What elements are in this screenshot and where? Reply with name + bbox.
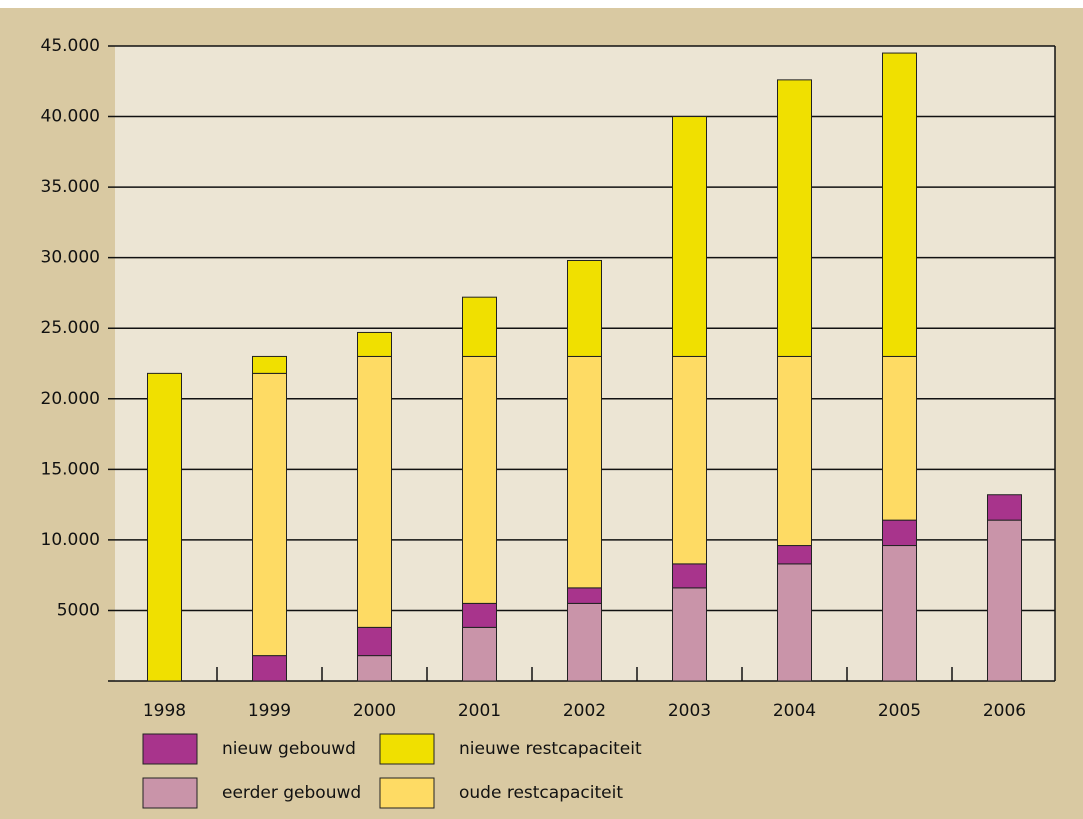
y-tick-label: 40.000 [41, 107, 100, 127]
x-tick-label: 2005 [878, 701, 921, 721]
x-tick-label: 2003 [668, 701, 711, 721]
bar-segment [567, 259, 602, 357]
bar-segment [462, 626, 497, 682]
x-tick-label: 2000 [353, 701, 396, 721]
bar-segment [672, 355, 707, 565]
x-tick-label: 1998 [143, 701, 186, 721]
y-tick-label: 20.000 [41, 389, 100, 409]
bar-segment [252, 355, 287, 374]
bar-segment [462, 602, 497, 628]
bar-segment [567, 587, 602, 604]
bar-segment [672, 116, 707, 357]
bar-segment [882, 545, 917, 682]
bar-segment [987, 519, 1022, 682]
bar-segment [357, 655, 392, 682]
bar-segment [147, 372, 182, 682]
bar-segment [777, 355, 812, 547]
y-tick-label: 10.000 [41, 530, 100, 550]
bar-segment [357, 355, 392, 628]
bar-segment [777, 563, 812, 682]
y-tick-label: 15.000 [41, 459, 100, 479]
bar-segment [672, 563, 707, 589]
x-tick-label: 2004 [773, 701, 816, 721]
x-tick-label: 2006 [983, 701, 1026, 721]
legend-label: nieuwe restcapaciteit [459, 739, 642, 759]
bar-segment [357, 331, 392, 357]
y-tick-label: 25.000 [41, 318, 100, 338]
bar-segment [882, 52, 917, 357]
bar-segment [987, 494, 1022, 521]
bar-segment [777, 545, 812, 565]
bar-segment [672, 587, 707, 682]
x-tick-label: 1999 [248, 701, 291, 721]
legend-swatch [379, 733, 435, 765]
x-tick-label: 2001 [458, 701, 501, 721]
legend-label: eerder gebouwd [222, 783, 361, 803]
legend-swatch [142, 777, 198, 809]
bar-segment [357, 626, 392, 657]
y-tick-label: 30.000 [41, 248, 100, 268]
y-tick-label: 5000 [57, 600, 100, 620]
bar-segment [777, 79, 812, 357]
legend-label: nieuw gebouwd [222, 739, 356, 759]
legend-swatch [379, 777, 435, 809]
y-tick-label: 35.000 [41, 177, 100, 197]
legend-swatch [142, 733, 198, 765]
bar-segment [882, 355, 917, 521]
bar-segment [252, 372, 287, 657]
y-tick-label: 45.000 [41, 36, 100, 56]
bar-segment [252, 655, 287, 682]
bar-segment [462, 296, 497, 357]
x-tick-label: 2002 [563, 701, 606, 721]
bar-segment [567, 355, 602, 589]
bar-segment [462, 355, 497, 604]
legend-label: oude restcapaciteit [459, 783, 623, 803]
bar-segment [567, 602, 602, 682]
bar-segment [882, 519, 917, 547]
